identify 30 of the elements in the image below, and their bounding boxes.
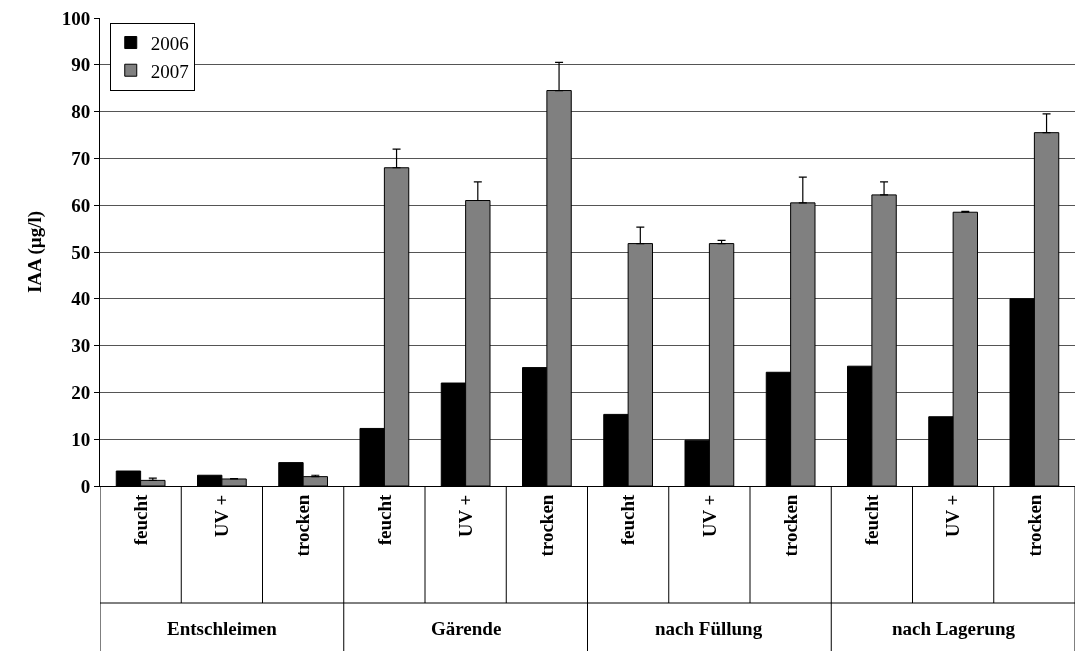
x-tick-label: trocken: [536, 494, 558, 557]
y-tick-label: 70: [71, 148, 91, 170]
x-tick-label: trocken: [779, 494, 801, 557]
text: Entschleimen: [167, 618, 278, 639]
y-axis-title: IAA (µg/l): [23, 210, 46, 294]
x-tick-label: feucht: [617, 493, 639, 546]
text: Gärende: [431, 618, 502, 639]
y-tick-label: 90: [71, 54, 91, 76]
x-tick-label: trocken: [292, 494, 314, 557]
y-tick-label: 50: [71, 241, 91, 263]
text: nach Füllung: [655, 618, 763, 639]
y-tick-label: 20: [71, 382, 91, 404]
text: nach Lagerung: [892, 618, 1016, 639]
y-tick-label: 30: [71, 335, 91, 357]
x-tick-label: UV +: [942, 494, 964, 538]
y-tick-label: 100: [61, 7, 91, 29]
x-tick-label: feucht: [373, 493, 395, 546]
legend-label: 2006: [150, 32, 189, 54]
x-tick-label: feucht: [129, 493, 151, 546]
y-tick-label: 10: [71, 428, 91, 450]
x-tick-label: feucht: [861, 493, 883, 546]
y-tick-label: 80: [71, 101, 91, 123]
legend-label: 2007: [150, 60, 189, 82]
x-tick-label: UV +: [698, 494, 720, 538]
x-tick-label: UV +: [454, 494, 476, 538]
x-tick-label: UV +: [211, 494, 233, 538]
y-tick-label: 0: [80, 475, 91, 497]
y-tick-label: 40: [71, 288, 91, 310]
y-tick-label: 60: [71, 194, 91, 216]
x-tick-label: trocken: [1023, 494, 1045, 557]
